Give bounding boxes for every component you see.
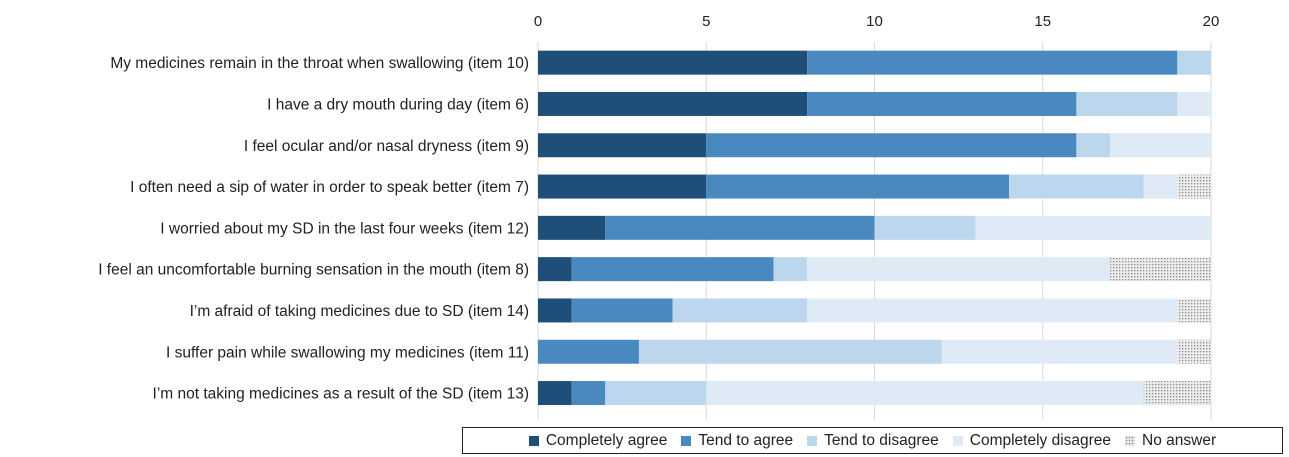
bar-segment [706,133,1077,158]
bar-segment [571,298,673,323]
bar-segment [538,298,572,323]
legend-swatch [952,435,963,446]
legend-item: Completely agree [528,431,668,450]
legend-item: Completely disagree [952,431,1112,450]
bar-segment [1177,298,1211,323]
bar-segment [1076,91,1178,116]
bar-segment [1110,133,1211,158]
legend-label: Tend to agree [698,431,794,449]
legend-label: Tend to disagree [824,431,939,449]
bar-segment [706,174,1010,199]
legend: Completely agree Tend to agree Tend to dis… [462,427,1283,454]
x-tick-label: 10 [866,13,883,30]
category-label: I’m afraid of taking medicines due to SD… [190,303,529,320]
category-label: I have a dry mouth during day (item 6) [267,96,529,113]
bar-segment [638,339,942,364]
bar-segment [706,381,1144,406]
bar-segment [571,257,774,282]
legend-swatch [1125,435,1136,446]
chart-svg: 0 5 10 15 20 My medicines remain in the thro… [98,13,1220,420]
bar-segment [807,298,1178,323]
bar-segment [538,174,707,199]
legend-item: Tend to agree [681,432,793,450]
category-label: I feel an uncomfortable burning sensatio… [98,262,529,279]
legend-label: Completely agree [545,431,668,449]
bar-segment [1009,174,1144,199]
bar-segment [672,298,808,323]
bar-segment [1177,91,1211,116]
bar-segment [571,381,606,406]
bar-segment [1143,174,1178,199]
legend-swatch [681,435,692,446]
bars [538,50,1211,406]
bar-segment [538,91,808,116]
bar-segment [941,339,1178,364]
bar-segment [807,50,1178,75]
category-label: I worried about my SD in the last four w… [160,220,529,237]
x-tick-label: 15 [1034,13,1051,30]
x-axis-ticks: 0 5 10 15 20 [534,13,1220,30]
bar-segment [1076,133,1111,158]
bar-segment [1143,381,1211,406]
bar-segment [538,381,572,406]
bar-segment [538,133,707,158]
bar-segment [773,257,808,282]
bar-segment [538,257,572,282]
bar-segment [538,50,808,75]
x-tick-label: 5 [702,13,710,30]
bar-segment [975,215,1211,240]
bar-segment [807,257,1111,282]
x-tick-label: 20 [1203,13,1220,30]
category-labels: My medicines remain in the throat when s… [98,55,529,402]
legend-label: No answer [1142,431,1217,449]
bar-segment [807,91,1077,116]
category-label: My medicines remain in the throat when s… [110,55,529,72]
category-label: I’m not taking medicines as a result of … [153,386,529,403]
bar-segment [538,339,639,364]
bar-segment [605,381,707,406]
bar-segment [1177,174,1211,199]
legend-item: No answer [1125,432,1216,450]
x-tick-label: 0 [534,13,542,30]
legend-swatch [528,435,539,446]
bar-segment [1177,339,1211,364]
category-label: I feel ocular and/or nasal dryness (item… [244,138,529,155]
legend-label: Completely disagree [969,431,1112,449]
bar-segment [538,215,606,240]
category-label: I suffer pain while swallowing my medici… [166,344,529,361]
bar-segment [1110,257,1211,282]
category-label: I often need a sip of water in order to … [130,179,529,196]
bar-segment [1177,50,1211,75]
bar-segment [605,215,875,240]
bar-segment [874,215,976,240]
legend-swatch [807,435,818,446]
legend-item: Tend to disagree [807,432,939,450]
